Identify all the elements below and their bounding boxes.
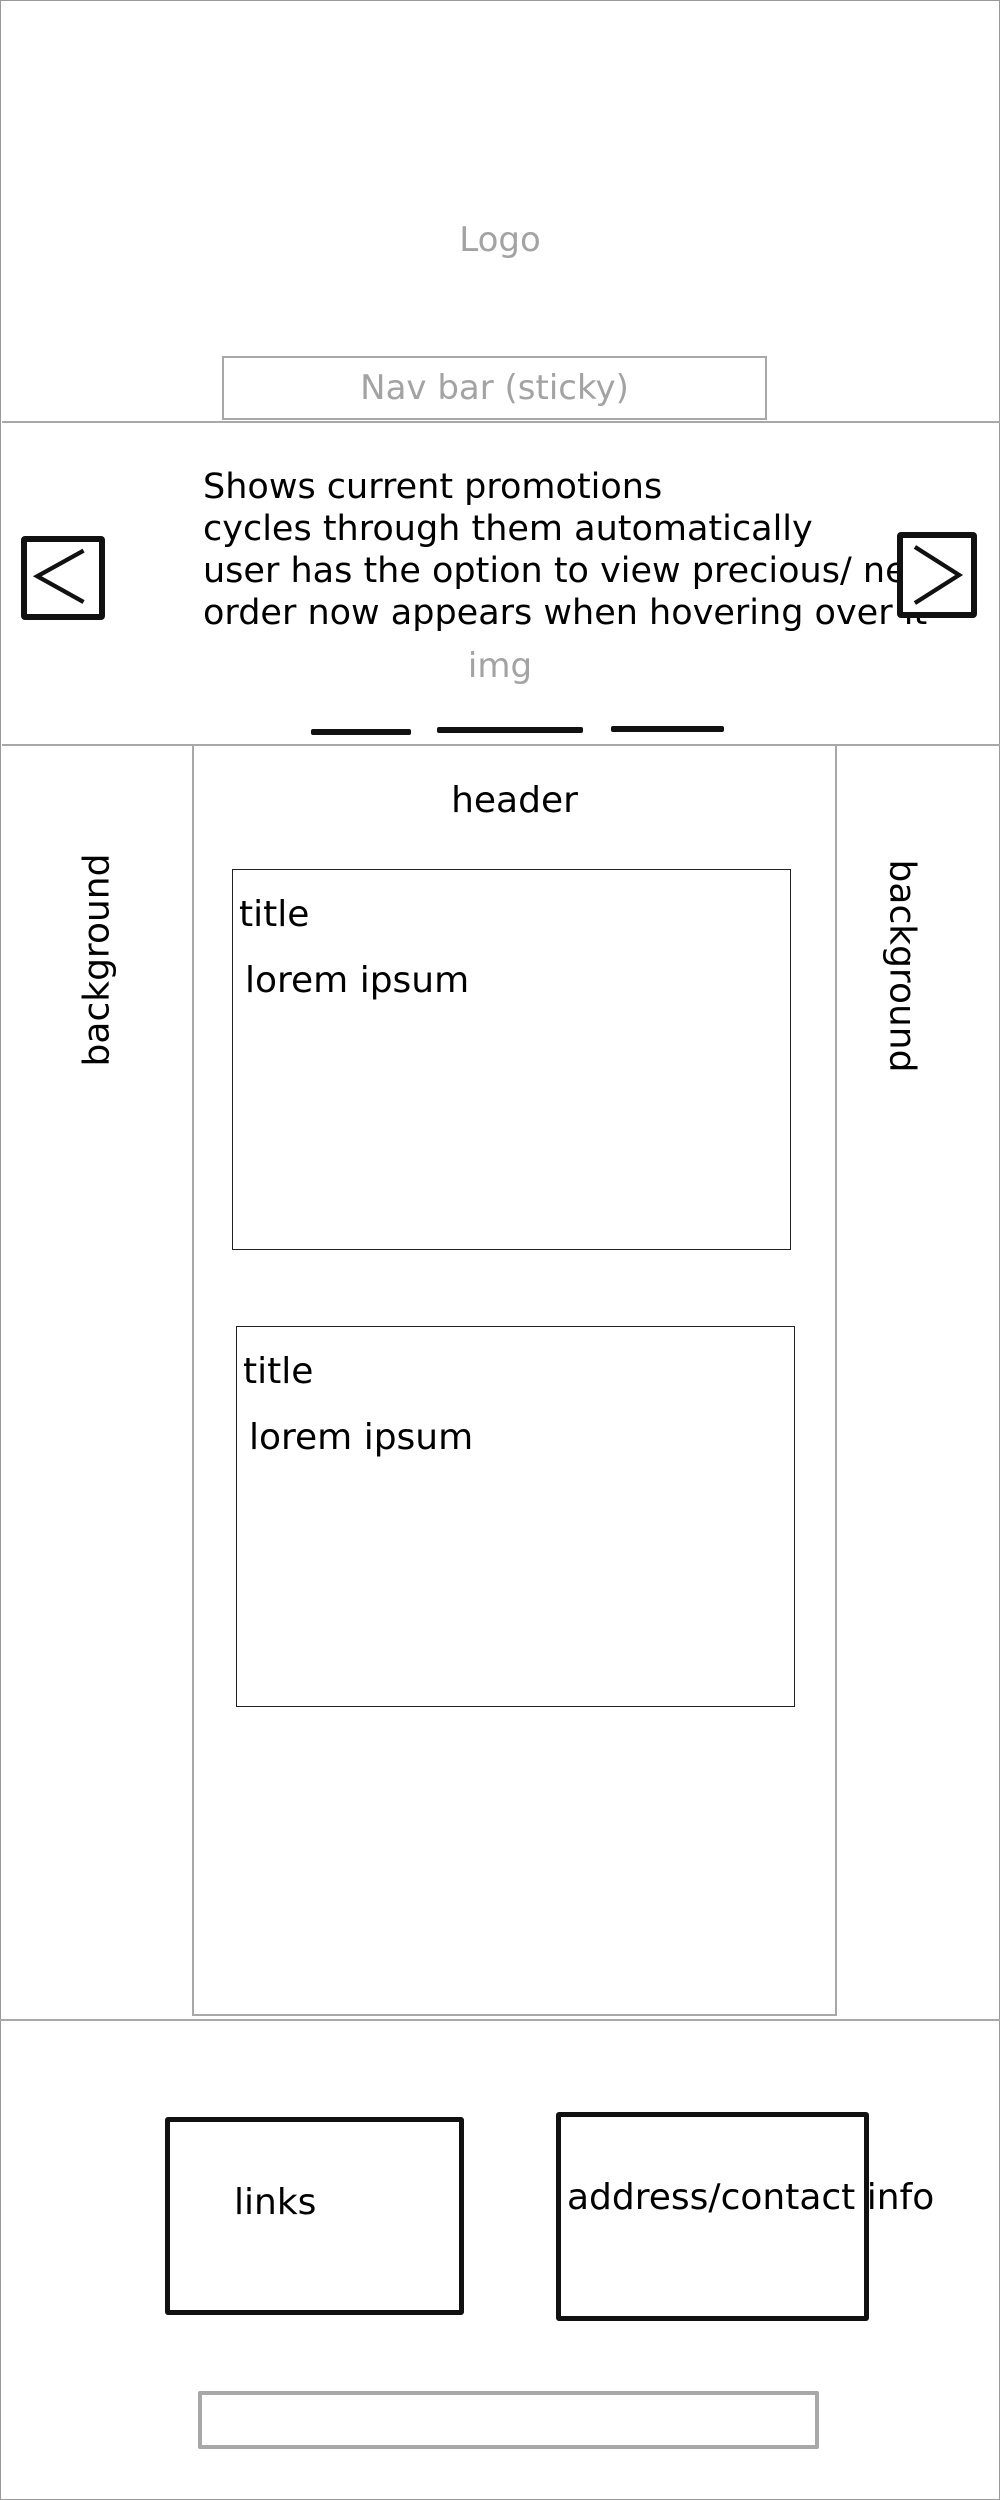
card-title: title: [239, 894, 310, 935]
logo[interactable]: Logo: [459, 220, 541, 260]
chevron-right-icon: [913, 545, 964, 605]
footer-links-label: links: [234, 2182, 317, 2223]
carousel-image-placeholder: img: [467, 646, 533, 686]
carousel-description-line: order now appears when hovering over it: [203, 593, 928, 633]
main-header: header: [451, 780, 578, 821]
background-right-label: background: [881, 859, 923, 1073]
footer-bar: [198, 2391, 819, 2449]
footer-contact-box: address/contact info: [556, 2112, 934, 2321]
carousel-indicator[interactable]: [611, 726, 724, 732]
nav-bar[interactable]: Nav bar (sticky): [222, 356, 767, 420]
main-content-column: [192, 746, 837, 2016]
card-body: lorem ipsum: [249, 1417, 474, 1458]
content-card[interactable]: title lorem ipsum: [236, 1326, 795, 1707]
footer-contact-label: address/contact info: [567, 2177, 935, 2218]
carousel-description-line: cycles through them automatically: [203, 509, 813, 549]
carousel-indicator[interactable]: [437, 727, 583, 733]
carousel-description-line: user has the option to view precious/ ne…: [203, 551, 941, 591]
content-card[interactable]: title lorem ipsum: [232, 869, 791, 1250]
card-title: title: [243, 1351, 314, 1392]
carousel-description-line: Shows current promotions: [203, 467, 663, 507]
promotions-carousel: [2, 421, 1000, 746]
carousel-description: Shows current promotions cycles through …: [203, 466, 941, 634]
footer-links-box[interactable]: links: [165, 2117, 464, 2315]
chevron-left-icon: [32, 548, 85, 604]
carousel-prev-button[interactable]: [21, 536, 105, 620]
carousel-indicator[interactable]: [311, 729, 411, 735]
nav-bar-label: Nav bar (sticky): [360, 368, 629, 408]
footer: [0, 2019, 1000, 2500]
card-body: lorem ipsum: [245, 960, 470, 1001]
carousel-next-button[interactable]: [897, 532, 977, 618]
background-left-label: background: [76, 853, 118, 1067]
